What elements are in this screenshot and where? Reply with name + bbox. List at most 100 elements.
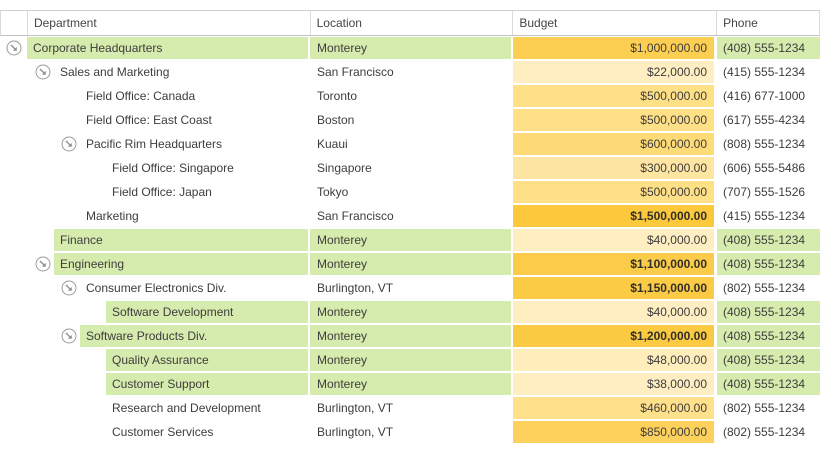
location-cell: Toronto: [310, 84, 513, 108]
budget-value: $38,000.00: [513, 373, 714, 395]
tree-indent: [27, 276, 80, 300]
table-row[interactable]: Engineering Monterey $1,100,000.00 (408) 55…: [0, 252, 820, 276]
location-label: Kuaui: [317, 137, 348, 151]
column-header-location[interactable]: Location: [311, 11, 514, 35]
table-row[interactable]: Pacific Rim Headquarters Kuaui $600,000.00…: [0, 132, 820, 156]
location-cell: Monterey: [310, 348, 513, 372]
phone-cell: (802) 555-1234: [717, 396, 820, 420]
department-cell: Customer Support: [27, 372, 310, 396]
phone-value: (415) 555-1234: [723, 209, 806, 223]
tree-indent: [27, 156, 106, 180]
table-row[interactable]: Sales and Marketing San Francisco $22,000.…: [0, 60, 820, 84]
phone-value: (802) 555-1234: [723, 401, 806, 415]
table-row[interactable]: Corporate Headquarters Monterey $1,000,000…: [0, 36, 820, 60]
table-row[interactable]: Software Development Monterey $40,000.00 (4…: [0, 300, 820, 324]
table-row[interactable]: Software Products Div. Monterey $1,200,000…: [0, 324, 820, 348]
expander-cell: [0, 108, 27, 132]
department-cell: Research and Development: [27, 396, 310, 420]
department-label: Field Office: Singapore: [112, 161, 234, 175]
tree-indent: [27, 60, 54, 84]
phone-cell: (408) 555-1234: [717, 372, 820, 396]
department-label: Research and Development: [112, 401, 261, 415]
phone-cell: (707) 555-1526: [717, 180, 820, 204]
location-cell: Burlington, VT: [310, 396, 513, 420]
expander-cell: [0, 324, 27, 348]
table-row[interactable]: Consumer Electronics Div. Burlington, VT $…: [0, 276, 820, 300]
budget-cell: $38,000.00: [513, 372, 717, 396]
expand-collapse-icon[interactable]: [61, 328, 77, 344]
expand-collapse-icon[interactable]: [61, 136, 77, 152]
department-cell: Field Office: Singapore: [27, 156, 310, 180]
table-row[interactable]: Field Office: Japan Tokyo $500,000.00 (707)…: [0, 180, 820, 204]
phone-value: (617) 555-4234: [723, 113, 806, 127]
department-cell: Software Products Div.: [27, 324, 310, 348]
column-header-department[interactable]: Department: [28, 11, 311, 35]
tree-indent: [27, 372, 106, 396]
phone-value: (415) 555-1234: [723, 65, 806, 79]
department-cell: Corporate Headquarters: [27, 36, 310, 60]
phone-cell: (408) 555-1234: [717, 36, 820, 60]
department-label: Pacific Rim Headquarters: [86, 137, 223, 151]
table-row[interactable]: Field Office: Canada Toronto $500,000.00 (4…: [0, 84, 820, 108]
table-row[interactable]: Marketing San Francisco $1,500,000.00 (415)…: [0, 204, 820, 228]
budget-cell: $40,000.00: [513, 228, 717, 252]
budget-value: $1,150,000.00: [513, 277, 714, 299]
budget-value: $22,000.00: [513, 61, 714, 83]
tree-indent: [27, 228, 54, 252]
expander-cell: [0, 420, 27, 444]
phone-value: (408) 555-1234: [717, 325, 820, 347]
budget-value: $850,000.00: [513, 421, 714, 443]
expander-cell: [0, 204, 27, 228]
department-cell: Sales and Marketing: [27, 60, 310, 84]
expander-cell: [0, 300, 27, 324]
expander-cell: [0, 84, 27, 108]
department-cell: Finance: [27, 228, 310, 252]
phone-cell: (415) 555-1234: [717, 204, 820, 228]
budget-cell: $40,000.00: [513, 300, 717, 324]
tree-indent: [27, 300, 106, 324]
department-cell: Quality Assurance: [27, 348, 310, 372]
expand-collapse-icon[interactable]: [35, 64, 51, 80]
budget-cell: $500,000.00: [513, 180, 717, 204]
department-label: Software Development: [106, 301, 308, 323]
department-label: Sales and Marketing: [60, 65, 170, 79]
department-cell: Engineering: [27, 252, 310, 276]
phone-cell: (408) 555-1234: [717, 348, 820, 372]
location-cell: Tokyo: [310, 180, 513, 204]
phone-value: (606) 555-5486: [723, 161, 806, 175]
department-label: Finance: [54, 229, 308, 251]
expand-collapse-icon[interactable]: [61, 280, 77, 296]
department-label: Corporate Headquarters: [27, 37, 308, 59]
expander-cell: [0, 132, 27, 156]
table-row[interactable]: Field Office: Singapore Singapore $300,000…: [0, 156, 820, 180]
column-header-phone[interactable]: Phone: [717, 11, 820, 35]
phone-cell: (617) 555-4234: [717, 108, 820, 132]
expand-collapse-icon[interactable]: [35, 256, 51, 272]
location-label: Burlington, VT: [317, 425, 394, 439]
table-row[interactable]: Customer Services Burlington, VT $850,000.…: [0, 420, 820, 444]
table-row[interactable]: Research and Development Burlington, VT $4…: [0, 396, 820, 420]
phone-cell: (416) 677-1000: [717, 84, 820, 108]
location-label: Monterey: [310, 349, 511, 371]
expander-cell: [0, 156, 27, 180]
table-row[interactable]: Finance Monterey $40,000.00 (408) 555-1234: [0, 228, 820, 252]
table-row[interactable]: Quality Assurance Monterey $48,000.00 (408)…: [0, 348, 820, 372]
location-label: Boston: [317, 113, 355, 127]
expander-cell: [0, 252, 27, 276]
budget-cell: $500,000.00: [513, 108, 717, 132]
tree-indent: [27, 396, 106, 420]
budget-cell: $460,000.00: [513, 396, 717, 420]
table-row[interactable]: Field Office: East Coast Boston $500,000.0…: [0, 108, 820, 132]
location-cell: Boston: [310, 108, 513, 132]
budget-value: $300,000.00: [513, 157, 714, 179]
tree-indent: [27, 204, 80, 228]
budget-value: $48,000.00: [513, 349, 714, 371]
budget-value: $500,000.00: [513, 181, 714, 203]
table-row[interactable]: Customer Support Monterey $38,000.00 (408) …: [0, 372, 820, 396]
column-header-budget[interactable]: Budget: [513, 11, 718, 35]
expand-collapse-icon[interactable]: [6, 40, 22, 56]
department-label: Quality Assurance: [106, 349, 308, 371]
expander-cell: [0, 372, 27, 396]
expander-column-header: [1, 11, 28, 35]
budget-cell: $1,500,000.00: [513, 204, 717, 228]
